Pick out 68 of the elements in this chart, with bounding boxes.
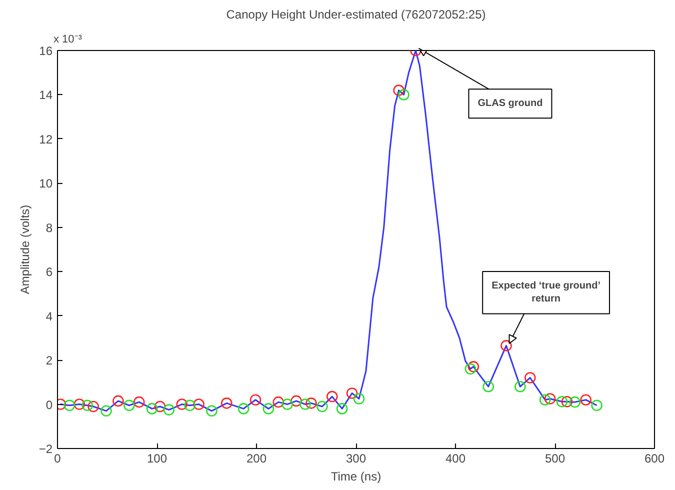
point: [82, 400, 93, 412]
point: [316, 400, 328, 412]
point: [306, 398, 317, 409]
x-tick-label: 300: [346, 452, 366, 466]
point: [282, 398, 293, 410]
point: [221, 398, 232, 409]
point: [353, 393, 365, 404]
point: [176, 398, 188, 410]
point: [393, 84, 404, 96]
point: [112, 395, 124, 407]
point: [206, 405, 218, 417]
point: [561, 396, 573, 408]
line-series: [60, 50, 598, 412]
x-tick-label: 100: [146, 452, 168, 466]
point: [569, 396, 581, 408]
point: [154, 400, 166, 412]
point: [482, 380, 494, 392]
point: [556, 396, 568, 408]
point: [591, 400, 602, 412]
y-tick-label: 4: [46, 309, 53, 324]
point: [398, 89, 410, 100]
point: [464, 363, 476, 375]
point: [88, 400, 99, 412]
y-tick-label: 8: [46, 220, 53, 235]
point: [326, 390, 338, 402]
y-tick-label: 6: [46, 265, 53, 280]
annotation: Expected ‘true ground’ return: [492, 280, 601, 305]
point: [193, 398, 204, 410]
point: [580, 394, 592, 406]
y-tick-label: 2: [46, 354, 53, 368]
point: [184, 400, 196, 412]
text: x 10⁻³: [54, 34, 82, 46]
x-tick-label: 500: [544, 452, 566, 466]
point: [346, 388, 358, 399]
x-tick-label: 600: [644, 452, 665, 466]
annotation: GLAS ground: [478, 98, 543, 110]
y-tick-label: 12: [39, 132, 53, 146]
chart-title: Canopy Height Under-estimated (762072052:25): [226, 8, 486, 22]
point: [514, 380, 526, 392]
point: [468, 361, 480, 372]
point: [500, 340, 512, 352]
point: [163, 404, 175, 416]
y-tick-label: 10: [39, 176, 53, 191]
point: [123, 400, 135, 412]
x-tick-label: 0: [54, 452, 62, 466]
y-tick-label: −2: [38, 442, 53, 456]
y-axis-title: Amplitude (volts): [18, 204, 32, 294]
x-tick-label: 200: [246, 452, 267, 466]
y-tick-label: 0: [46, 398, 53, 412]
y-tick-label: 16: [39, 44, 53, 58]
point: [146, 403, 158, 414]
point: [336, 403, 348, 414]
point: [262, 403, 274, 414]
x-axis-title: Time (ns): [330, 470, 382, 484]
point: [272, 396, 284, 408]
point: [74, 398, 86, 410]
point: [133, 396, 145, 408]
point: [238, 403, 250, 414]
point: [539, 394, 551, 406]
point: [290, 395, 302, 407]
y-tick-label: 14: [39, 88, 53, 102]
point: [544, 393, 556, 404]
point: [250, 394, 262, 406]
x-tick-label: 400: [445, 452, 466, 466]
point: [300, 398, 311, 410]
point: [64, 400, 76, 412]
point: [524, 372, 536, 384]
point: [100, 405, 112, 417]
